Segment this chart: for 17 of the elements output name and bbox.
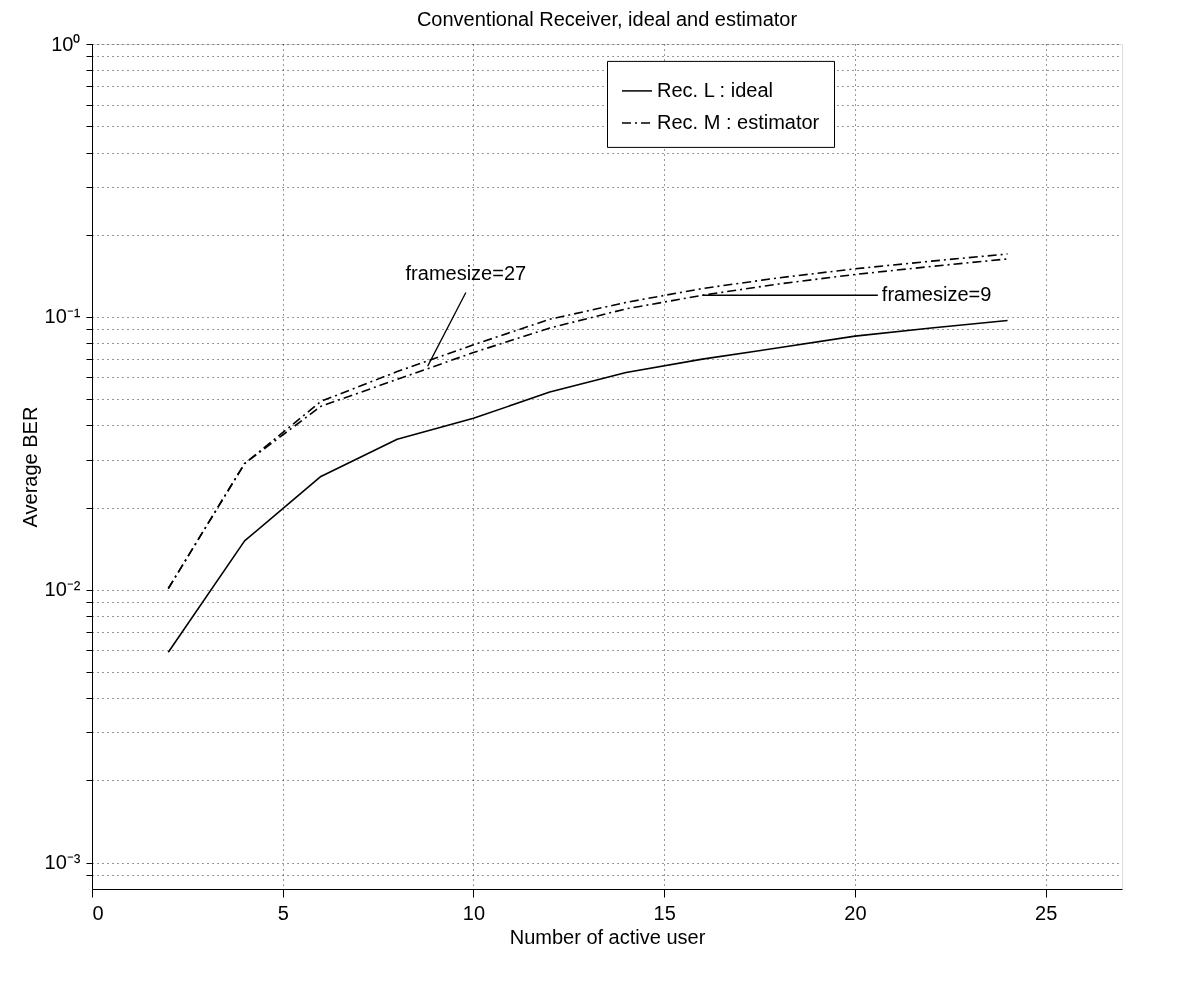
y-tick-label: 10⁰ bbox=[51, 32, 81, 55]
legend-label: Rec. M : estimator bbox=[657, 110, 820, 133]
x-tick-label: 20 bbox=[844, 901, 867, 924]
x-tick-label: 5 bbox=[277, 901, 289, 924]
x-tick-label: 15 bbox=[653, 901, 676, 924]
x-axis-title: Number of active user bbox=[509, 925, 706, 948]
x-tick-label: 0 bbox=[92, 901, 104, 924]
legend-label: Rec. L : ideal bbox=[657, 78, 773, 101]
chart-title: Conventional Receiver, ideal and estimator bbox=[416, 8, 798, 30]
annotation: framesize=9 bbox=[881, 283, 992, 306]
y-tick-label: 10⁻² bbox=[44, 578, 81, 601]
y-tick-label: 10⁻³ bbox=[44, 851, 81, 874]
y-axis-title: Average BER bbox=[18, 406, 41, 528]
x-tick-label: 25 bbox=[1035, 901, 1058, 924]
y-tick-label: 10⁻¹ bbox=[44, 305, 81, 328]
annotation: framesize=27 bbox=[405, 261, 527, 284]
x-tick-label: 10 bbox=[462, 901, 486, 924]
